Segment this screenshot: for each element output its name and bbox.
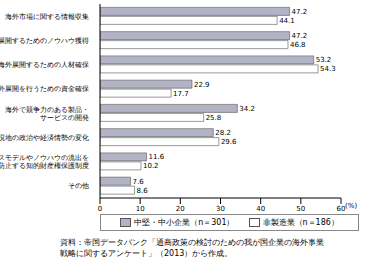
svg-text:47.2: 47.2 bbox=[292, 8, 308, 16]
svg-text:8.6: 8.6 bbox=[137, 187, 149, 195]
svg-text:25.8: 25.8 bbox=[206, 114, 222, 122]
svg-text:20: 20 bbox=[176, 205, 185, 213]
svg-text:29.6: 29.6 bbox=[221, 138, 237, 146]
svg-text:海外で競争力のある製品・サービスの開発: 海外で競争力のある製品・サービスの開発 bbox=[8, 106, 89, 122]
html-text:非製造業（n＝186）: 非製造業（n＝186） bbox=[262, 218, 339, 227]
svg-text:ビジネスモデルやノウハウの流出を防止する知的財産権保護制度: ビジネスモデルやノウハウの流出を防止する知的財産権保護制度 bbox=[8, 154, 89, 170]
svg-text:22.9: 22.9 bbox=[194, 81, 210, 89]
svg-text:46.8: 46.8 bbox=[290, 41, 306, 49]
svg-text:海外展開を行うための資金確保: 海外展開を行うための資金確保 bbox=[8, 85, 89, 93]
svg-text:53.2: 53.2 bbox=[316, 56, 332, 64]
svg-text:44.1: 44.1 bbox=[279, 17, 295, 25]
svg-text:現地の政治や経済情勢の変化: 現地の政治や経済情勢の変化 bbox=[8, 134, 89, 142]
svg-text:50: 50 bbox=[296, 205, 305, 213]
svg-text:60: 60 bbox=[336, 205, 346, 213]
svg-text:34.2: 34.2 bbox=[239, 105, 255, 113]
svg-text:(%): (%) bbox=[345, 202, 357, 210]
svg-text:10: 10 bbox=[136, 205, 145, 213]
svg-text:40: 40 bbox=[256, 205, 265, 213]
svg-text:海外展開するためのノウハウ獲得: 海外展開するためのノウハウ獲得 bbox=[8, 37, 89, 45]
svg-text:7.6: 7.6 bbox=[133, 178, 145, 186]
svg-text:30: 30 bbox=[216, 205, 225, 213]
html-text:中堅・中小企業（n＝301）: 中堅・中小企業（n＝301） bbox=[134, 218, 235, 227]
svg-text:17.7: 17.7 bbox=[173, 90, 189, 98]
svg-text:54.3: 54.3 bbox=[320, 65, 336, 73]
svg-text:11.6: 11.6 bbox=[149, 153, 165, 161]
svg-text:海外展開するための人材確保: 海外展開するための人材確保 bbox=[8, 61, 89, 69]
svg-text:47.2: 47.2 bbox=[292, 32, 308, 40]
html-text:資料：帝国データバンク「通商政策の検討のための我が国企業の海: 資料：帝国データバンク「通商政策の検討のための我が国企業の海外事業 戦略に関する… bbox=[60, 238, 324, 258]
svg-text:10.2: 10.2 bbox=[143, 162, 159, 170]
svg-text:0: 0 bbox=[98, 205, 102, 213]
svg-text:その他: その他 bbox=[68, 182, 89, 190]
svg-text:28.2: 28.2 bbox=[215, 129, 231, 137]
svg-text:海外市場に関する情報収集: 海外市場に関する情報収集 bbox=[8, 13, 89, 21]
